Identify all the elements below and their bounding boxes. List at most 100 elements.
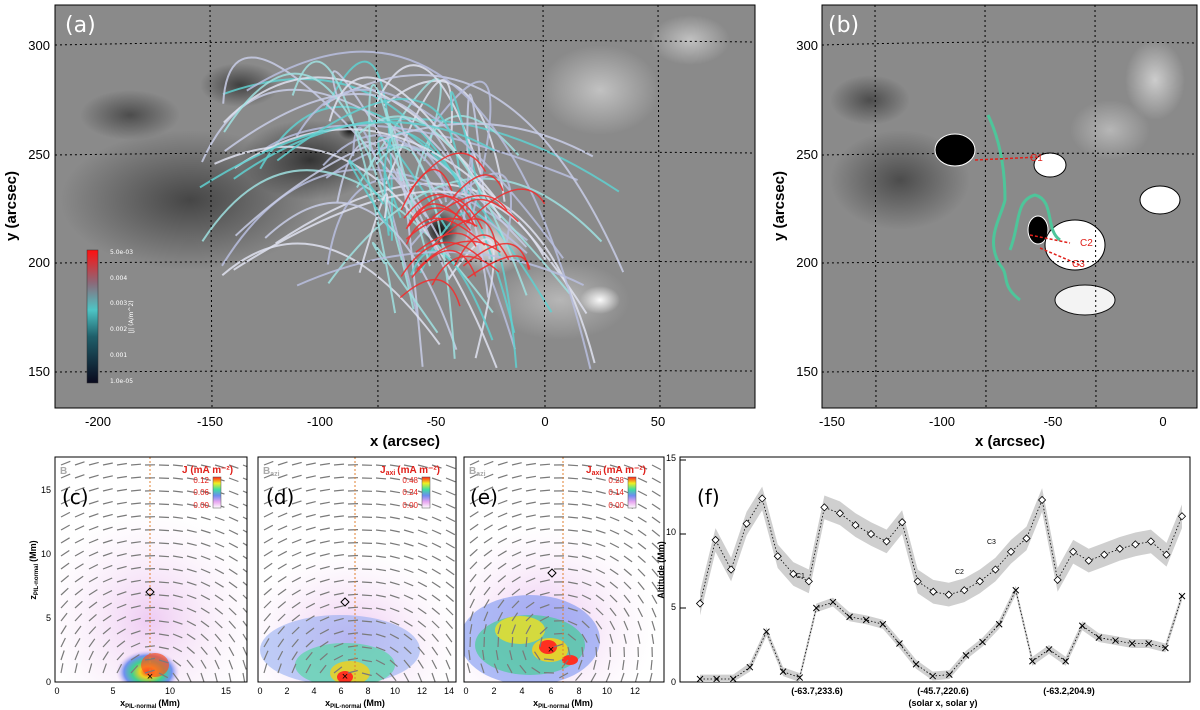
field-arrow bbox=[469, 460, 480, 466]
field-arrow bbox=[651, 581, 659, 591]
data-point bbox=[960, 586, 969, 595]
field-arrow bbox=[609, 477, 620, 482]
field-arrow bbox=[375, 464, 387, 467]
field-arrow bbox=[581, 607, 591, 614]
field-arrow bbox=[333, 476, 345, 479]
field-arrow bbox=[543, 658, 555, 661]
field-arrow bbox=[144, 606, 156, 609]
field-arrow bbox=[228, 607, 237, 616]
field-arrow bbox=[263, 473, 274, 479]
data-point bbox=[1115, 544, 1124, 553]
field-arrow bbox=[319, 664, 327, 674]
field-arrow bbox=[483, 574, 492, 583]
field-arrow bbox=[305, 639, 314, 648]
field-arrow bbox=[445, 646, 452, 656]
field-arrow bbox=[74, 625, 82, 635]
field-arrow bbox=[116, 640, 126, 648]
field-arrow bbox=[637, 594, 645, 604]
field-arrow bbox=[623, 568, 632, 576]
field-arrow bbox=[361, 594, 373, 597]
field-arrow bbox=[525, 613, 534, 622]
field-arrow bbox=[497, 512, 508, 518]
field-arrow bbox=[88, 563, 99, 570]
field-arrow bbox=[291, 487, 302, 492]
data-point bbox=[862, 616, 870, 624]
field-arrow bbox=[637, 555, 646, 564]
field-arrow bbox=[214, 672, 218, 682]
annotation-c1: C1 bbox=[1030, 153, 1043, 164]
field-arrow bbox=[609, 646, 612, 658]
x-tick: 50 bbox=[651, 414, 665, 429]
field-arrow bbox=[88, 474, 99, 479]
cbar-label: 0.00 bbox=[193, 501, 209, 510]
field-arrow bbox=[116, 462, 127, 466]
field-arrow bbox=[347, 554, 359, 557]
panel-f-tag: (f) bbox=[697, 485, 720, 509]
data-point bbox=[729, 675, 737, 683]
panel-a-grid bbox=[54, 4, 756, 409]
field-arrow bbox=[403, 477, 414, 481]
field-arrow bbox=[228, 529, 239, 535]
field-line bbox=[263, 124, 578, 182]
field-arrow bbox=[214, 542, 225, 548]
field-arrow bbox=[469, 485, 480, 492]
field-arrow bbox=[539, 553, 550, 557]
x-tick: -100 bbox=[307, 414, 333, 429]
field-arrow bbox=[375, 581, 386, 585]
data-point bbox=[779, 668, 787, 675]
data-point bbox=[1029, 657, 1036, 665]
field-arrow bbox=[483, 549, 493, 557]
field-arrow bbox=[375, 568, 386, 572]
field-arrow bbox=[469, 598, 475, 609]
field-arrow bbox=[305, 627, 315, 635]
field-arrow bbox=[74, 512, 85, 518]
field-arrow bbox=[417, 620, 427, 628]
field-arrow bbox=[277, 461, 288, 466]
field-arrow bbox=[361, 672, 372, 677]
data-point bbox=[929, 587, 938, 596]
field-arrow bbox=[445, 594, 454, 602]
cbar-label: 0.14 bbox=[608, 488, 624, 497]
field-arrow bbox=[88, 638, 96, 648]
field-arrow bbox=[242, 464, 247, 468]
field-arrow bbox=[525, 488, 536, 492]
field-arrow bbox=[172, 490, 183, 493]
y-tick: 300 bbox=[796, 38, 818, 53]
field-arrow bbox=[200, 568, 211, 574]
field-arrow bbox=[609, 581, 619, 589]
cbar-label: 0.003 bbox=[110, 300, 127, 307]
field-arrow bbox=[130, 630, 141, 635]
field-arrow bbox=[431, 607, 441, 615]
field-arrow bbox=[469, 624, 473, 635]
panel-a-colorbar bbox=[86, 249, 99, 384]
field-arrow bbox=[622, 659, 625, 670]
x-tick: 6 bbox=[548, 686, 553, 696]
field-arrow bbox=[361, 581, 373, 584]
field-arrow bbox=[497, 499, 508, 505]
field-arrow bbox=[539, 476, 551, 479]
data-point bbox=[796, 674, 804, 681]
field-arrow bbox=[375, 490, 386, 493]
y-tick: 0 bbox=[671, 677, 676, 687]
field-arrow bbox=[333, 642, 344, 648]
field-arrow bbox=[186, 477, 198, 481]
field-arrow bbox=[361, 659, 373, 663]
x-tick: (-45.7,220.6) bbox=[917, 686, 969, 696]
field-arrow bbox=[539, 489, 551, 492]
field-arrow bbox=[431, 464, 442, 469]
field-arrow bbox=[525, 462, 536, 466]
field-arrow bbox=[595, 646, 598, 658]
field-arrow bbox=[305, 564, 316, 570]
field-arrow bbox=[539, 615, 550, 622]
field-arrow bbox=[60, 549, 70, 557]
field-arrow bbox=[319, 553, 330, 557]
field-arrow bbox=[361, 620, 373, 623]
panel-f-ylabel: Altitude (Mm) bbox=[656, 541, 666, 599]
field-arrow bbox=[200, 542, 211, 547]
field-arrow bbox=[158, 594, 170, 597]
field-arrow bbox=[158, 503, 170, 506]
field-arrow bbox=[497, 537, 508, 544]
data-point bbox=[1145, 640, 1153, 647]
field-arrow bbox=[497, 624, 502, 635]
data-point bbox=[829, 598, 837, 606]
